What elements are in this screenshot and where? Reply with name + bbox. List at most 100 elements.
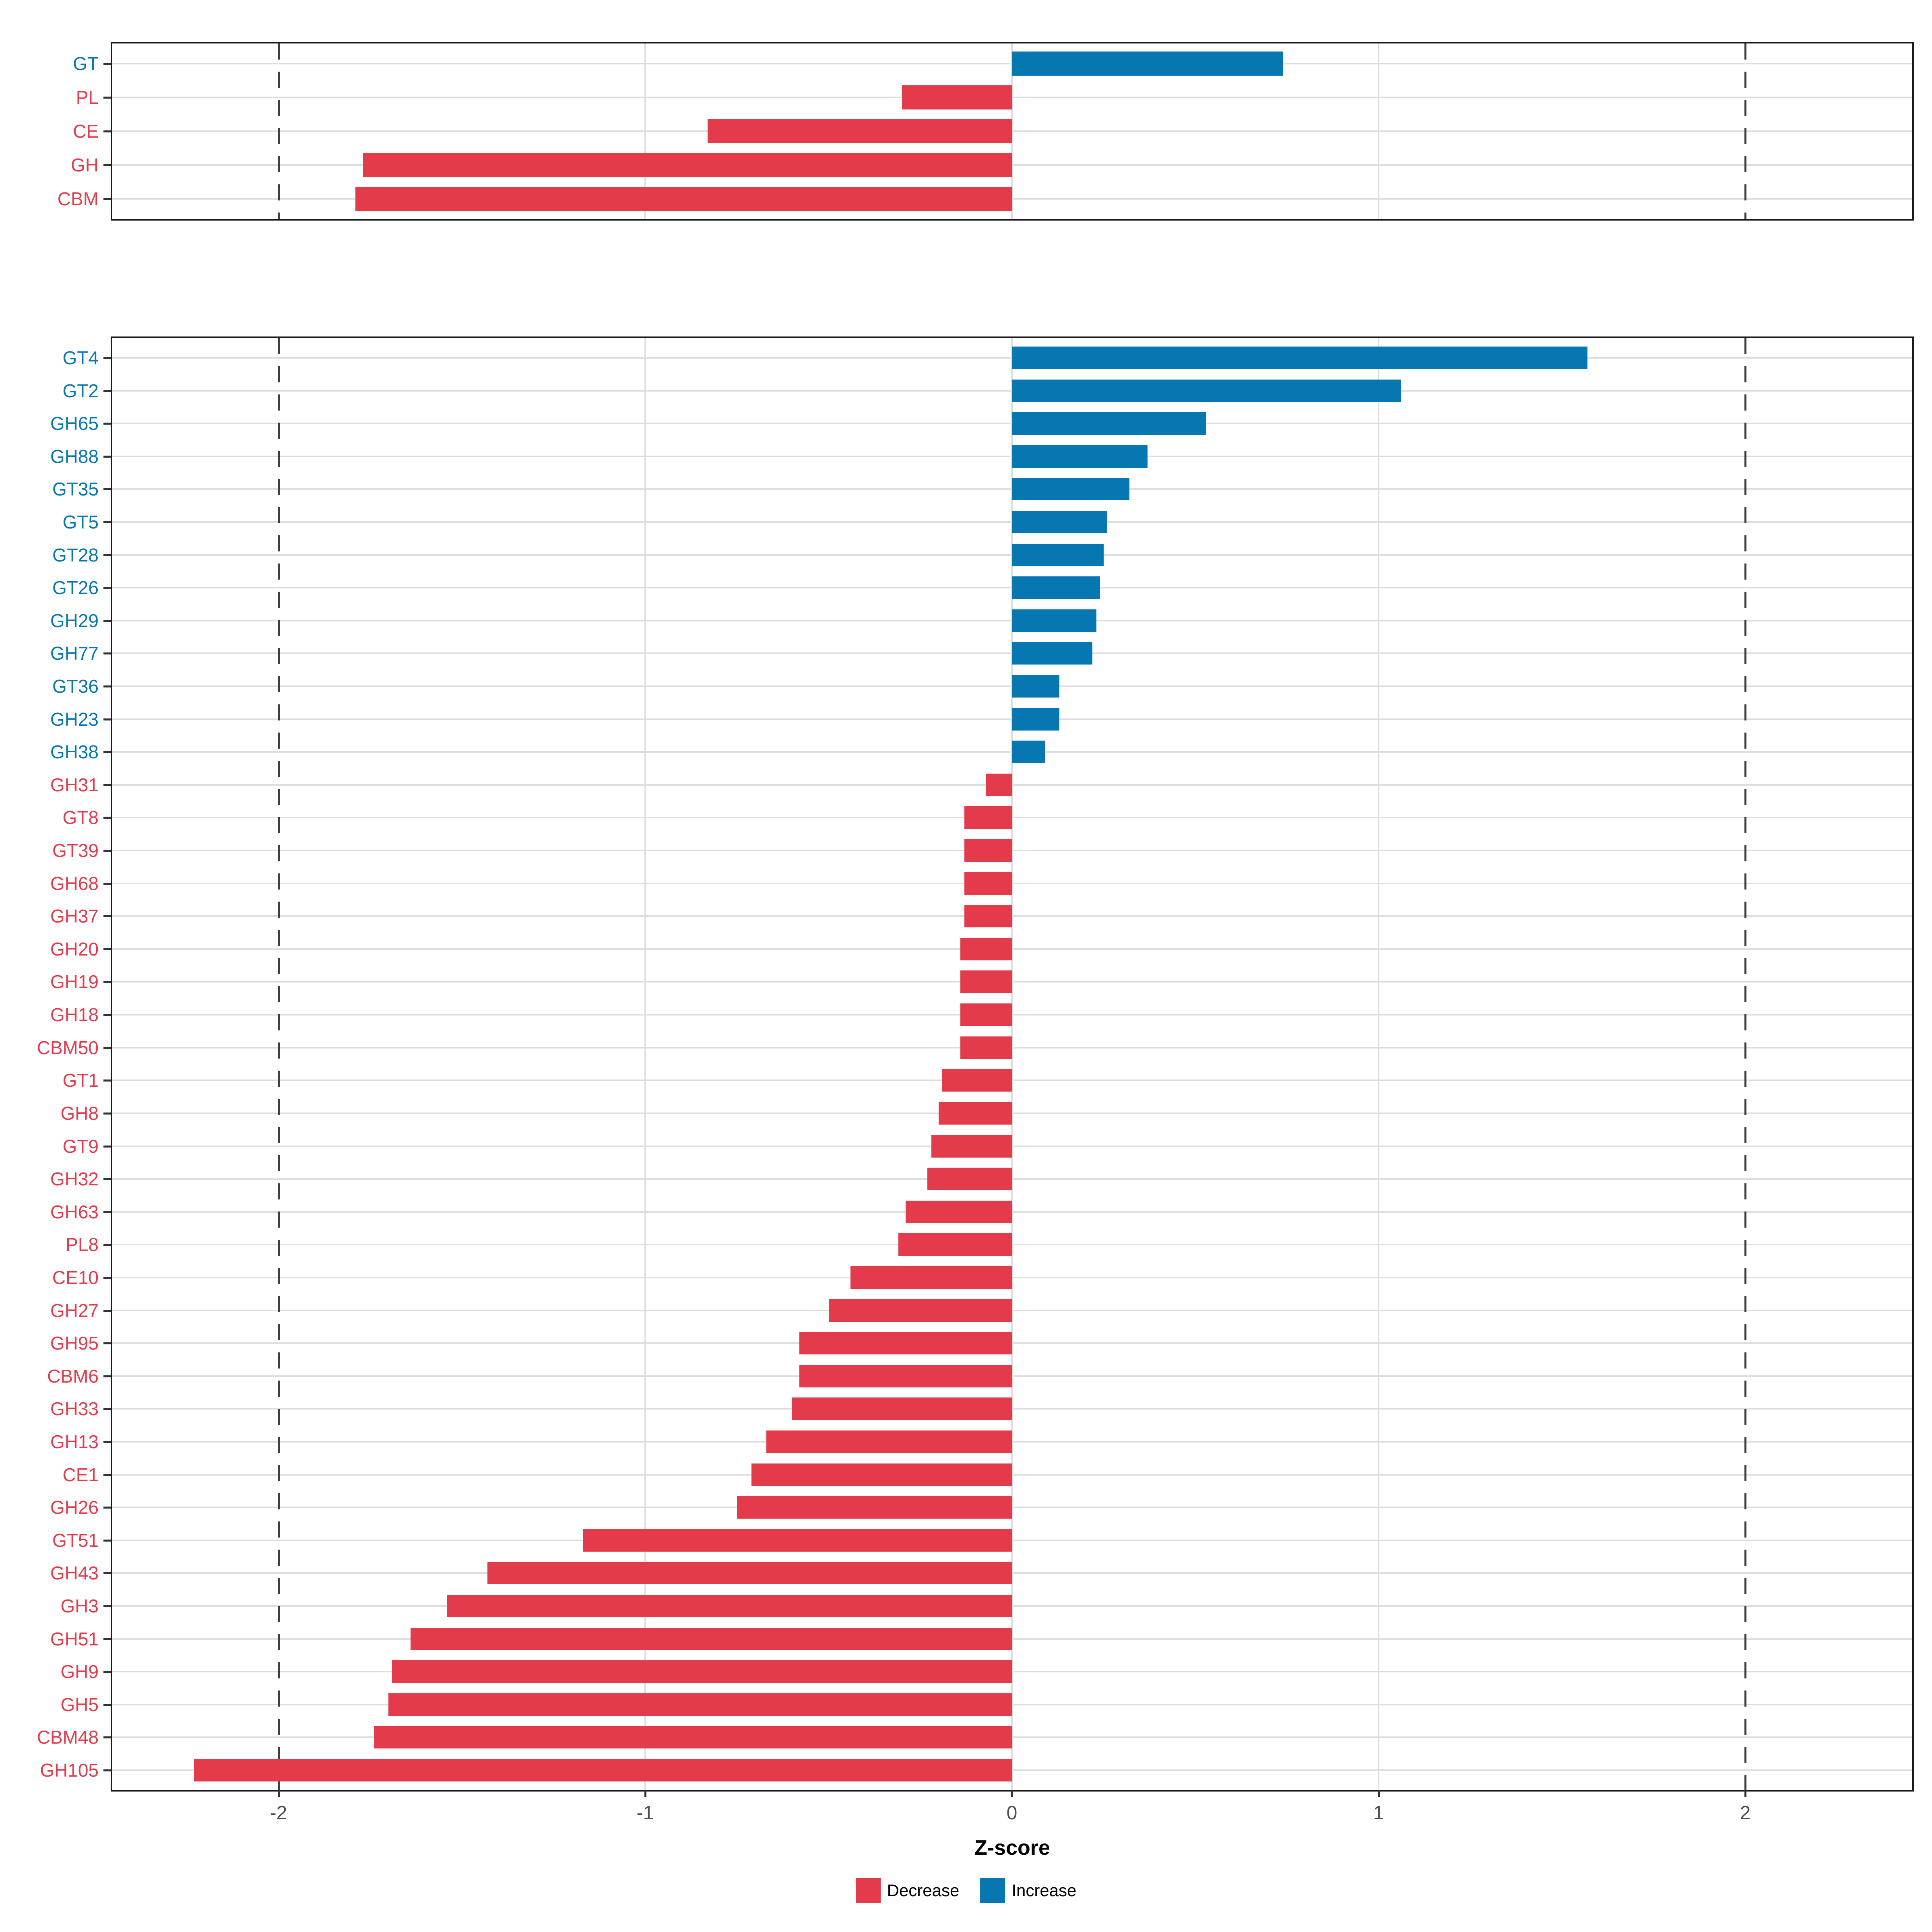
- y-tick-mark: [103, 1375, 111, 1377]
- bar-CBM: [355, 186, 1012, 211]
- category-label-GH19: GH19: [50, 971, 99, 993]
- y-tick-mark: [103, 1276, 111, 1279]
- category-label-GH3: GH3: [60, 1596, 99, 1616]
- category-label-GH13: GH13: [50, 1431, 99, 1452]
- category-label-GT28: GT28: [52, 544, 99, 566]
- v-gridline: [1011, 338, 1013, 1790]
- bar-CBM50: [960, 1036, 1012, 1059]
- y-tick-mark: [103, 948, 111, 950]
- x-tick-mark: [1744, 1790, 1746, 1797]
- bar-CBM6: [799, 1364, 1012, 1387]
- y-tick-mark: [103, 1014, 111, 1016]
- category-label-GH23: GH23: [50, 708, 99, 730]
- bar-GH105: [194, 1759, 1012, 1782]
- legend-item-decrease: Decrease: [855, 1878, 959, 1903]
- y-tick-mark: [103, 97, 111, 99]
- y-tick-mark: [103, 1145, 111, 1148]
- y-tick-mark: [103, 63, 111, 65]
- category-label-CBM: CBM: [57, 188, 99, 209]
- y-tick-mark: [103, 850, 111, 852]
- bar-GH20: [960, 937, 1012, 960]
- dashed-reference-line: [1744, 338, 1746, 1790]
- y-tick-mark: [103, 587, 111, 589]
- legend-key-decrease-swatch: [855, 1878, 881, 1903]
- category-label-GH77: GH77: [50, 643, 99, 664]
- bar-GT5: [1012, 510, 1107, 533]
- y-tick-mark: [103, 1244, 111, 1246]
- category-label-GH43: GH43: [50, 1563, 99, 1584]
- y-tick-mark: [103, 1769, 111, 1772]
- bar-GH: [363, 153, 1012, 177]
- v-gridline: [644, 43, 646, 219]
- bar-GH37: [964, 905, 1012, 928]
- bar-GT51: [583, 1529, 1012, 1552]
- category-label-GH: GH: [71, 154, 99, 175]
- category-label-GH51: GH51: [50, 1628, 99, 1649]
- x-tick-label: -1: [636, 1802, 654, 1824]
- y-tick-mark: [103, 1539, 111, 1542]
- bar-GH77: [1012, 642, 1093, 665]
- y-tick-mark: [103, 1703, 111, 1706]
- category-label-CBM50: CBM50: [37, 1037, 99, 1058]
- bar-GT2: [1012, 379, 1401, 402]
- category-label-GH95: GH95: [50, 1333, 99, 1354]
- category-label-GT35: GT35: [52, 479, 99, 500]
- bar-CE1: [751, 1463, 1012, 1486]
- category-label-GT1: GT1: [62, 1070, 99, 1091]
- y-tick-mark: [103, 619, 111, 622]
- legend: Decrease Increase: [0, 1878, 1932, 1903]
- category-label-PL8: PL8: [66, 1234, 99, 1255]
- category-label-GH26: GH26: [50, 1497, 99, 1518]
- x-tick-mark: [1011, 1790, 1013, 1797]
- category-label-GH9: GH9: [60, 1661, 99, 1682]
- category-label-GH33: GH33: [50, 1398, 99, 1420]
- y-tick-mark: [103, 1342, 111, 1345]
- bar-CBM48: [374, 1726, 1012, 1749]
- bar-CE10: [850, 1266, 1012, 1289]
- category-label-GH18: GH18: [50, 1004, 99, 1026]
- bar-GT26: [1012, 576, 1100, 599]
- v-gridline: [644, 338, 646, 1790]
- x-tick-label: -2: [270, 1802, 287, 1824]
- category-label-GT2: GT2: [62, 380, 99, 401]
- y-tick-mark: [103, 1736, 111, 1739]
- bar-GT9: [931, 1135, 1012, 1158]
- y-tick-mark: [103, 488, 111, 491]
- y-tick-mark: [103, 130, 111, 132]
- category-label-GH65: GH65: [50, 413, 99, 434]
- y-tick-mark: [103, 1572, 111, 1575]
- y-tick-mark: [103, 1638, 111, 1640]
- y-tick-mark: [103, 718, 111, 720]
- legend-item-increase: Increase: [980, 1878, 1076, 1903]
- category-label-CBM6: CBM6: [47, 1365, 99, 1387]
- bar-PL: [902, 85, 1012, 110]
- category-label-GT36: GT36: [52, 676, 99, 697]
- dashed-reference-line: [278, 43, 280, 219]
- bar-GT4: [1012, 346, 1588, 369]
- category-label-GH31: GH31: [50, 774, 99, 795]
- bar-GH27: [828, 1299, 1012, 1322]
- category-label-CBM48: CBM48: [37, 1727, 99, 1748]
- bar-GH32: [927, 1168, 1012, 1191]
- category-label-GH8: GH8: [60, 1102, 99, 1124]
- y-tick-mark: [103, 1408, 111, 1410]
- y-tick-mark: [103, 1080, 111, 1082]
- x-tick-label: 0: [1006, 1802, 1018, 1824]
- legend-label-increase: Increase: [1011, 1881, 1077, 1900]
- bar-GT: [1012, 52, 1284, 76]
- x-tick-label: 1: [1373, 1802, 1384, 1824]
- bar-CE: [707, 119, 1012, 143]
- bar-GH5: [388, 1693, 1012, 1716]
- x-axis-title: Z-score: [974, 1836, 1050, 1860]
- legend-key-increase-swatch: [980, 1878, 1005, 1903]
- y-tick-mark: [103, 198, 111, 200]
- y-tick-mark: [103, 1309, 111, 1312]
- bar-GH33: [792, 1397, 1012, 1420]
- top-panel-class-summary: [111, 42, 1914, 221]
- category-label-GT26: GT26: [52, 577, 99, 599]
- x-tick-mark: [644, 1790, 646, 1797]
- category-label-GH38: GH38: [50, 741, 99, 763]
- y-tick-mark: [103, 423, 111, 425]
- category-label-GT5: GT5: [62, 511, 99, 533]
